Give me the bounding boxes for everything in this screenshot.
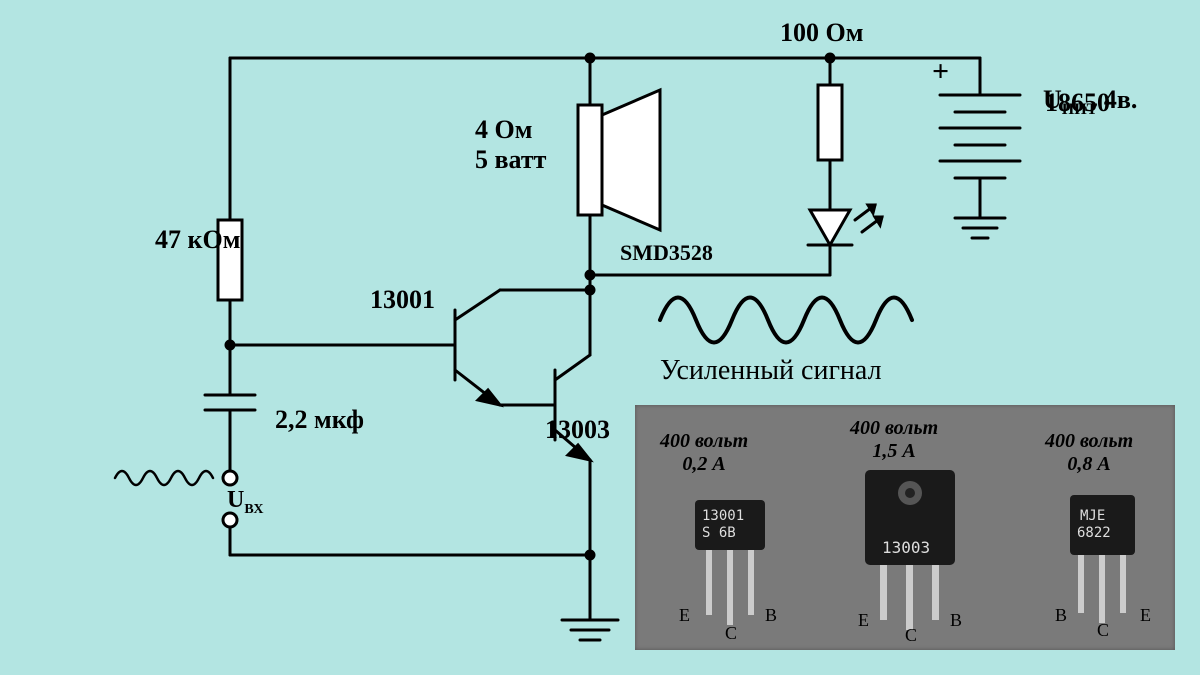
svg-text:S 6B: S 6B xyxy=(702,525,736,541)
pkg2-pin-c: C xyxy=(905,625,917,646)
label-q1: 13001 xyxy=(370,285,435,315)
svg-text:13001: 13001 xyxy=(702,508,744,524)
label-led: SMD3528 xyxy=(620,240,713,266)
transistor-inset: 400 вольт 0,2 A 13001 S 6B E C B 400 вол… xyxy=(635,405,1175,650)
label-battery-cell: 18650 xyxy=(1045,88,1110,118)
pkg1-pin-b: B xyxy=(765,605,777,626)
pkg2-pin-b: B xyxy=(950,610,962,631)
svg-text:13003: 13003 xyxy=(882,538,930,557)
pkg3-rating: 400 вольт 0,8 A xyxy=(1045,430,1133,476)
label-q2: 13003 xyxy=(545,415,610,445)
pkg1-pin-e: E xyxy=(679,605,690,626)
label-speaker-ohm: 4 Ом xyxy=(475,115,532,145)
pkg2-pin-e: E xyxy=(858,610,869,631)
label-r-left: 47 кОм xyxy=(155,225,240,255)
label-amplified: Усиленный сигнал xyxy=(660,355,882,387)
pkg3-pin-c: C xyxy=(1097,620,1109,641)
pkg3-pin-e: E xyxy=(1140,605,1151,626)
label-speaker-watt: 5 ватт xyxy=(475,145,546,175)
pkg3-pin-b: B xyxy=(1055,605,1067,626)
pkg1-rating: 400 вольт 0,2 A xyxy=(660,430,748,476)
pkg2-rating: 400 вольт 1,5 A xyxy=(850,417,938,463)
svg-text:MJE: MJE xyxy=(1080,508,1105,524)
svg-text:6822: 6822 xyxy=(1077,525,1111,541)
label-input: UВХ xyxy=(215,460,263,518)
pkg1-pin-c: C xyxy=(725,623,737,644)
label-cap: 2,2 мкф xyxy=(275,405,364,435)
label-battery-plus: + xyxy=(932,55,949,89)
label-r-top: 100 Ом xyxy=(780,18,863,48)
